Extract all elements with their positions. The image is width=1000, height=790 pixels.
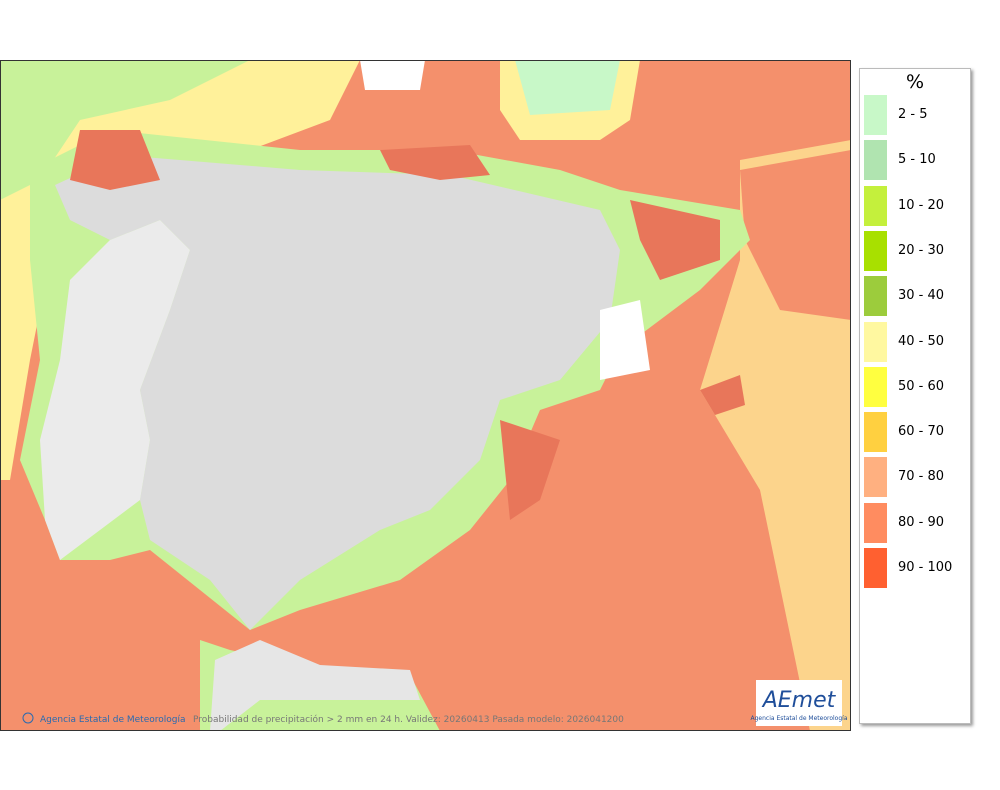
legend-label: 40 - 50	[898, 333, 945, 349]
copyright-icon	[22, 712, 34, 724]
legend-swatch	[864, 502, 887, 543]
legend-swatch	[864, 230, 887, 271]
legend-item: 5 - 10	[864, 140, 968, 181]
high-probability	[70, 130, 745, 520]
logo: AEmet	[761, 688, 837, 713]
legend-item: 90 - 100	[864, 548, 968, 588]
no-data	[600, 300, 650, 380]
legend: % 2 - 5 5 - 10 10 - 20 20 - 30 30 - 40 40 - 5…	[859, 68, 971, 724]
legend-swatch	[864, 185, 887, 226]
legend-swatch	[864, 321, 887, 362]
caption: Probabilidad de precipitación > 2 mm en …	[193, 714, 624, 725]
no-data	[360, 60, 425, 90]
legend-label: 5 - 10	[898, 152, 936, 168]
north-zone	[515, 60, 620, 115]
legend-item: 50 - 60	[864, 366, 968, 407]
portugal	[40, 220, 190, 560]
legend-swatch	[864, 457, 887, 498]
legend-item: 70 - 80	[864, 457, 968, 498]
logo-box	[756, 680, 842, 726]
legend-label: 2 - 5	[898, 107, 928, 122]
credit: Agencia Estatal de Meteorología	[40, 715, 186, 725]
legend-swatch	[864, 366, 887, 407]
legend-swatch	[864, 276, 887, 317]
land	[55, 155, 620, 630]
legend-swatch	[864, 412, 887, 453]
legend-swatch	[864, 95, 887, 135]
legend-item: 60 - 70	[864, 412, 968, 453]
legend-item: 40 - 50	[864, 321, 968, 362]
legend-label: 10 - 20	[898, 197, 945, 213]
legend-label: 30 - 40	[898, 288, 945, 304]
legend-item: 20 - 30	[864, 230, 968, 271]
africa	[210, 640, 420, 731]
legend-item: 10 - 20	[864, 185, 968, 226]
legend-swatch	[864, 548, 887, 588]
legend-item: 30 - 40	[864, 276, 968, 317]
legend-label: 20 - 30	[898, 242, 945, 258]
logo-subtitle: Agencia Estatal de Meteorología	[751, 715, 848, 722]
frame	[0, 60, 851, 731]
legend-label: 80 - 90	[898, 514, 945, 530]
legend-swatch	[864, 140, 887, 181]
legend-label: 60 - 70	[898, 424, 945, 440]
legend-item: 80 - 90	[864, 502, 968, 543]
legend-item: 2 - 5	[864, 95, 968, 135]
france-zone	[740, 150, 851, 320]
legend-label: 70 - 80	[898, 469, 945, 485]
legend-label: 90 - 100	[898, 560, 953, 575]
legend-label: 50 - 60	[898, 378, 945, 394]
legend-title: %	[905, 71, 925, 93]
atlantic-zone	[0, 60, 250, 200]
map: Agencia Estatal de Meteorología Probabil…	[0, 60, 851, 731]
